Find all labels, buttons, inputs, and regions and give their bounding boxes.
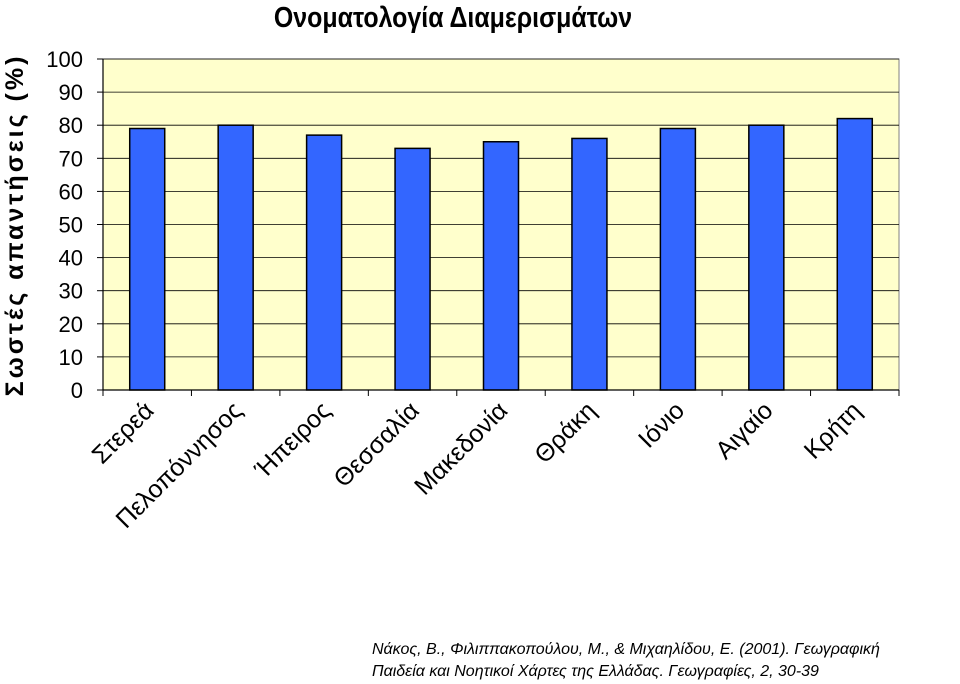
y-tick-label: 10	[59, 345, 83, 370]
bar-2	[217, 124, 254, 391]
x-tick-label: Θράκη	[529, 396, 602, 469]
y-tick-label: 20	[59, 312, 83, 337]
y-tick-label: 80	[59, 113, 83, 138]
y-tick-label: 100	[46, 47, 83, 72]
chart-title: Ονοματολογία Διαμερισμάτων	[274, 1, 632, 33]
x-tick-label: Στερεά	[87, 396, 160, 469]
bar-8	[748, 124, 785, 391]
y-tick-label: 40	[59, 246, 83, 271]
y-axis-label: Σωστές απαντήσεις (%)	[1, 54, 29, 397]
citation-line-1: Νάκος, Β., Φιλιππακοπούλου, Μ., & Μιχαηλ…	[372, 641, 880, 658]
bar-9	[836, 117, 874, 391]
x-tick-label: Ιόνιο	[633, 396, 690, 453]
y-tick-label: 50	[59, 213, 83, 238]
y-tick-label: 70	[59, 146, 83, 171]
y-tick-label: 60	[59, 179, 83, 204]
x-tick-label: Μακεδονία	[409, 396, 513, 500]
x-tick-label: Αιγαίο	[710, 396, 778, 464]
bar-5	[482, 141, 520, 391]
citation: Νάκος, Β., Φιλιππακοπούλου, Μ., & Μιχαηλ…	[372, 639, 960, 683]
x-tick-label: Ήπειρος	[249, 396, 337, 484]
bar-7	[659, 127, 697, 391]
bar-1	[128, 127, 166, 391]
bar-4	[394, 147, 431, 391]
x-tick-label: Κρήτη	[799, 396, 867, 464]
bar-3	[305, 134, 343, 391]
bar-6	[571, 137, 608, 391]
citation-line-2: Παιδεία και Νοητικοί Χάρτες της Ελλάδας.…	[372, 663, 819, 680]
y-tick-label: 0	[71, 378, 83, 403]
y-tick-label: 30	[59, 279, 83, 304]
y-tick-label: 90	[59, 80, 83, 105]
